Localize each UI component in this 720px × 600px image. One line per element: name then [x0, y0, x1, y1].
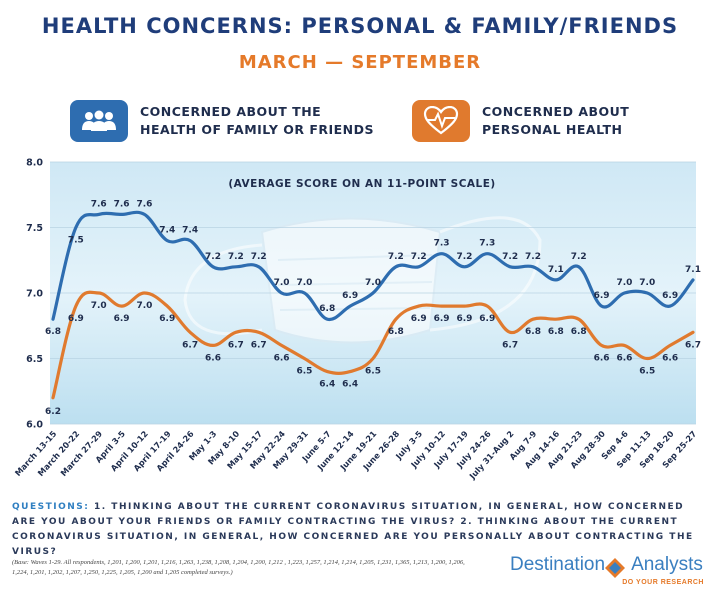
- data-label: 6.9: [342, 291, 358, 301]
- y-tick-label: 6.5: [26, 354, 43, 365]
- data-label: 7.0: [616, 278, 632, 288]
- data-label: 6.7: [502, 340, 518, 350]
- data-label: 7.1: [685, 265, 701, 275]
- data-label: 6.9: [456, 314, 472, 324]
- data-label: 6.9: [68, 314, 84, 324]
- mask-decoration: [183, 216, 542, 344]
- series-line-personal: [51, 290, 695, 400]
- data-label: 6.7: [685, 340, 701, 350]
- data-label: 7.6: [114, 199, 130, 209]
- y-tick-label: 7.0: [26, 289, 43, 300]
- brand-name: Destination Analysts: [510, 554, 703, 575]
- data-label: 7.2: [411, 252, 427, 262]
- people-icon: [70, 100, 128, 142]
- data-label: 6.8: [388, 327, 404, 337]
- legend-label-family: CONCERNED ABOUT THE HEALTH OF FAMILY OR …: [140, 103, 375, 137]
- y-tick-label: 6.0: [26, 420, 43, 431]
- data-label: 6.6: [662, 353, 678, 363]
- chart-subtitle: MARCH — SEPTEMBER: [238, 52, 482, 73]
- line-chart: 6.0 6.5 7.0 7.5 8.0 (AVERAGE SCORE ON AN 11-…: [13, 158, 701, 482]
- data-label: 6.4: [319, 380, 335, 390]
- data-label: 7.2: [251, 252, 267, 262]
- data-label: 7.1: [548, 265, 564, 275]
- data-label: 7.2: [456, 252, 472, 262]
- data-label: 7.2: [228, 252, 244, 262]
- data-label: 6.2: [45, 407, 61, 417]
- data-label: 6.5: [365, 367, 381, 377]
- data-label: 6.6: [594, 353, 610, 363]
- data-label: 7.6: [91, 199, 107, 209]
- data-label: 7.4: [182, 226, 198, 236]
- data-label: 7.4: [159, 226, 175, 236]
- data-label: 7.2: [205, 252, 221, 262]
- data-label: 7.0: [136, 301, 152, 311]
- data-label: 6.4: [342, 380, 358, 390]
- data-label: 7.5: [68, 236, 84, 246]
- data-label: 6.9: [159, 314, 175, 324]
- data-label: 7.2: [388, 252, 404, 262]
- data-label: 7.0: [91, 301, 107, 311]
- data-label: 7.6: [136, 199, 152, 209]
- data-label: 6.6: [274, 353, 290, 363]
- data-label: 7.2: [571, 252, 587, 262]
- data-label: 7.0: [365, 278, 381, 288]
- data-label: 6.5: [296, 367, 312, 377]
- data-label: 6.7: [182, 340, 198, 350]
- y-tick-label: 8.0: [26, 158, 43, 169]
- data-label: 6.8: [319, 304, 335, 314]
- data-label: 6.9: [594, 291, 610, 301]
- data-label: 7.0: [296, 278, 312, 288]
- data-label: 7.0: [639, 278, 655, 288]
- data-label: 6.6: [205, 353, 221, 363]
- heart-pulse-icon: [412, 100, 470, 142]
- data-label: 6.8: [525, 327, 541, 337]
- chart-note: (AVERAGE SCORE ON AN 11-POINT SCALE): [228, 178, 495, 190]
- questions-text: QUESTIONS: 1. THINKING ABOUT THE CURRENT…: [12, 500, 702, 559]
- data-label: 7.2: [525, 252, 541, 262]
- data-label: 6.9: [114, 314, 130, 324]
- y-tick-label: 7.5: [26, 223, 43, 234]
- legend-label-personal: CONCERNED ABOUT PERSONAL HEALTH: [482, 103, 630, 137]
- legend-item-personal: CONCERNED ABOUT PERSONAL HEALTH: [412, 100, 629, 142]
- brand-logo: Destination Analysts DO YOUR RESEARCH: [510, 552, 710, 592]
- data-label: 6.8: [45, 327, 61, 337]
- questions-label: QUESTIONS:: [12, 502, 90, 512]
- data-label: 7.2: [502, 252, 518, 262]
- data-label: 7.0: [274, 278, 290, 288]
- diamond-icon: [605, 558, 625, 578]
- series-line-family: [51, 210, 695, 322]
- data-label: 6.7: [251, 340, 267, 350]
- questions-body: 1. THINKING ABOUT THE CURRENT CORONAVIRU…: [12, 502, 694, 557]
- brand-tagline: DO YOUR RESEARCH: [622, 579, 704, 586]
- data-label: 6.8: [571, 327, 587, 337]
- data-label: 7.3: [479, 239, 495, 249]
- data-label: 6.9: [411, 314, 427, 324]
- data-label: 6.7: [228, 340, 244, 350]
- data-label: 6.5: [639, 367, 655, 377]
- data-label: 7.3: [434, 239, 450, 249]
- data-label: 6.9: [434, 314, 450, 324]
- chart-title: HEALTH CONCERNS: PERSONAL & FAMILY/FRIEN…: [41, 14, 679, 38]
- data-label: 6.8: [548, 327, 564, 337]
- legend-item-family: CONCERNED ABOUT THE HEALTH OF FAMILY OR …: [70, 100, 374, 142]
- data-label: 6.6: [616, 353, 632, 363]
- base-note: (Base: Waves 1-29. All respondents, 1,20…: [12, 559, 465, 576]
- data-label: 6.9: [479, 314, 495, 324]
- data-label: 6.9: [662, 291, 678, 301]
